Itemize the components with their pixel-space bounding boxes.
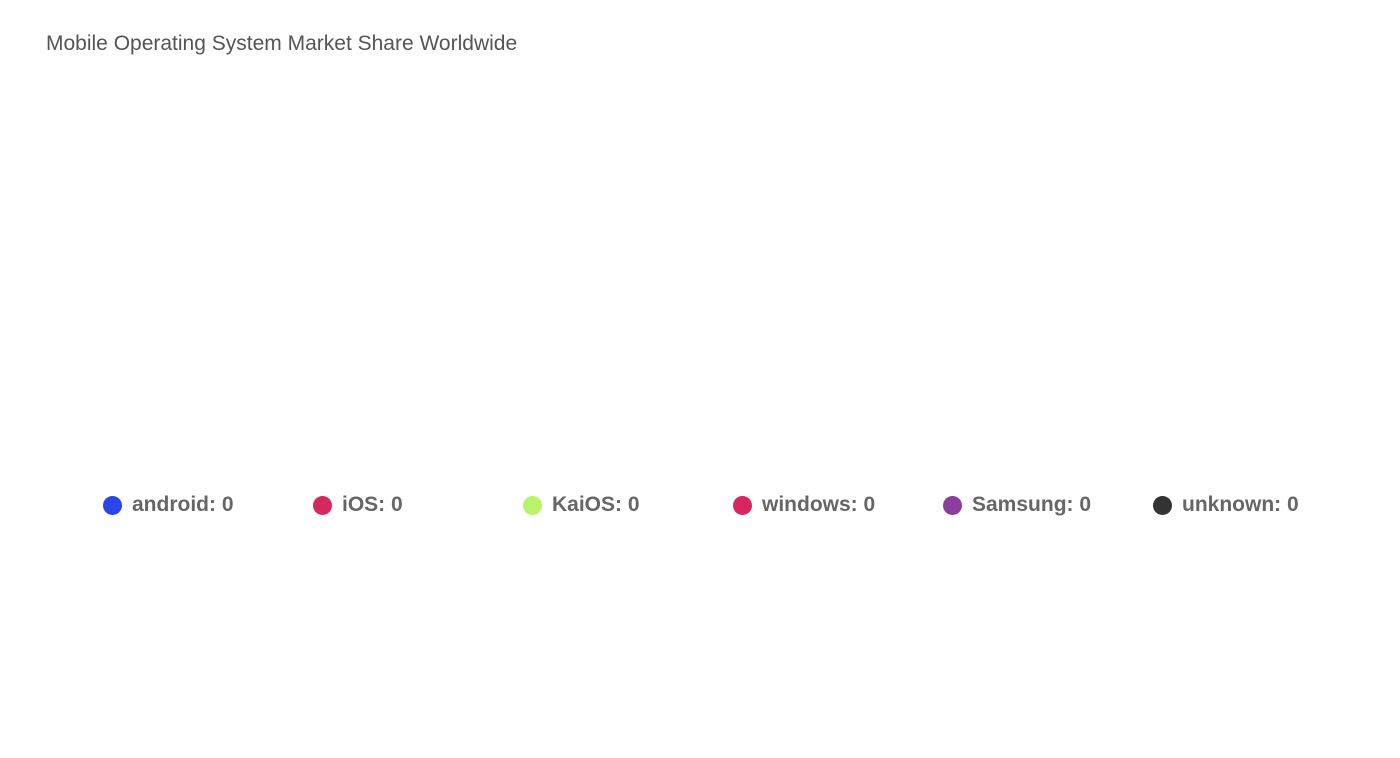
legend-label-android: android: 0: [132, 493, 234, 516]
legend-label-kaios: KaiOS: 0: [552, 493, 640, 516]
legend-item-unknown[interactable]: unknown: 0: [1153, 492, 1299, 518]
legend-marker-ios: [313, 495, 332, 515]
legend-item-samsung[interactable]: Samsung: 0: [943, 492, 1091, 518]
legend-label-windows: windows: 0: [762, 493, 876, 516]
legend-marker-kaios: [523, 495, 542, 515]
legend-marker-windows: [733, 495, 752, 515]
chart-legend: android: 0 iOS: 0 KaiOS: 0 windows: 0 Sa…: [103, 492, 1363, 518]
legend-label-unknown: unknown: 0: [1182, 493, 1299, 516]
legend-item-windows[interactable]: windows: 0: [733, 492, 875, 518]
legend-label-samsung: Samsung: 0: [972, 493, 1092, 516]
legend-marker-samsung: [943, 495, 962, 515]
legend-label-ios: iOS: 0: [342, 493, 403, 516]
legend-marker-android: [103, 495, 122, 515]
legend-item-kaios[interactable]: KaiOS: 0: [523, 492, 640, 518]
legend-item-android[interactable]: android: 0: [103, 492, 234, 518]
chart-title: Mobile Operating System Market Share Wor…: [46, 32, 518, 55]
legend-item-ios[interactable]: iOS: 0: [313, 492, 403, 518]
legend-marker-unknown: [1153, 495, 1172, 515]
